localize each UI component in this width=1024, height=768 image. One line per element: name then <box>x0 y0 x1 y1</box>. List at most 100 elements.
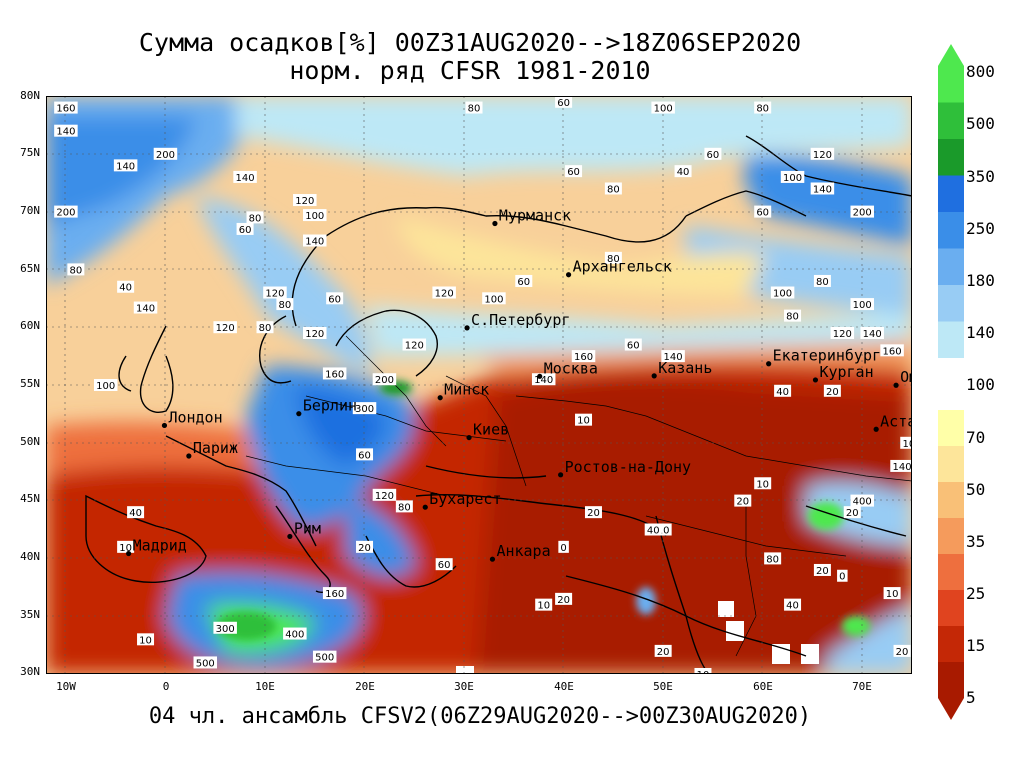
colorbar-swatch-wet <box>938 66 964 103</box>
city-marker: Казань <box>651 359 712 379</box>
contour-value-label: 60 <box>555 96 573 109</box>
contour-value-label: 60 <box>624 338 642 352</box>
city-name: С.Петербург <box>471 311 570 329</box>
svg-text:120: 120 <box>375 491 394 502</box>
lon-label: 40E <box>554 680 574 693</box>
city-marker: Анкара <box>489 542 551 562</box>
contour-value-label: 80 <box>465 101 483 115</box>
svg-text:100: 100 <box>773 289 792 300</box>
colorbar-label: 140 <box>966 323 995 342</box>
svg-text:80: 80 <box>279 300 292 311</box>
contour-value-label: 10 <box>117 540 135 554</box>
svg-text:140: 140 <box>305 237 324 248</box>
svg-text:20: 20 <box>557 595 570 606</box>
svg-text:60: 60 <box>707 150 720 161</box>
contour-value-label: 120 <box>830 326 855 340</box>
svg-text:60: 60 <box>358 450 371 461</box>
contour-value-label: 140 <box>303 234 327 248</box>
contour-value-label: 140 <box>113 159 138 172</box>
lat-label: 55N <box>20 377 40 390</box>
svg-text:60: 60 <box>328 294 341 305</box>
contour-value-label: 140 <box>233 170 257 184</box>
city-marker: Париж <box>186 439 238 459</box>
svg-text:10: 10 <box>697 670 710 674</box>
contour-value-label: 60 <box>565 165 583 178</box>
colorbar-swatch-dry <box>938 626 964 662</box>
svg-text:0: 0 <box>839 572 845 583</box>
contour-value-label: 120 <box>432 286 456 300</box>
svg-text:120: 120 <box>405 341 424 352</box>
contour-value-label: 100 <box>303 209 327 222</box>
svg-text:80: 80 <box>259 323 272 334</box>
contour-value-label: 60 <box>435 558 453 571</box>
colorbar-bottom-arrow <box>938 698 964 720</box>
svg-text:120: 120 <box>265 289 284 300</box>
contour-value-label: 140 <box>133 301 158 315</box>
svg-text:140: 140 <box>892 462 911 473</box>
contour-value-label: 80 <box>754 101 772 115</box>
svg-text:500: 500 <box>315 653 334 664</box>
contour-value-label: 10 <box>575 413 593 427</box>
contour-value-label: 10 <box>754 477 772 490</box>
contour-value-label: 80 <box>246 211 264 224</box>
lon-label: 30E <box>454 680 474 693</box>
colorbar-swatch-dry <box>938 590 964 626</box>
svg-text:60: 60 <box>438 560 451 571</box>
colorbar-top-arrow <box>938 44 964 66</box>
city-name: Ростов-на-Дону <box>565 458 691 476</box>
contour-value-label: 120 <box>303 326 327 340</box>
svg-text:80: 80 <box>756 104 769 115</box>
city-name: Екатеринбург <box>773 347 881 365</box>
city-marker: Архангельск <box>565 258 672 278</box>
contour-value-label: 500 <box>193 656 218 669</box>
city-dot <box>558 472 564 478</box>
colorbar-label: 180 <box>966 271 995 290</box>
contour-value-label: 100 <box>780 170 805 184</box>
contour-value-label: 80 <box>764 552 782 565</box>
contour-value-label: 120 <box>293 194 317 207</box>
svg-text:10: 10 <box>577 416 590 427</box>
colorbar-swatch-wet <box>938 285 964 322</box>
svg-text:60: 60 <box>756 208 769 219</box>
city-name: Рим <box>294 519 321 537</box>
svg-text:300: 300 <box>216 624 235 635</box>
colorbar-label: 250 <box>966 219 995 238</box>
city-dot <box>161 422 168 429</box>
colorbar-label: 800 <box>966 62 995 81</box>
city-dot <box>464 325 470 331</box>
city-marker: Бухарест <box>422 490 501 510</box>
svg-text:20: 20 <box>358 543 371 554</box>
contour-value-label: 80 <box>276 298 294 311</box>
contour-value-label: 140 <box>860 326 884 340</box>
svg-text:200: 200 <box>56 208 75 219</box>
svg-text:80: 80 <box>468 104 481 115</box>
contour-value-label: 20 <box>734 494 752 508</box>
contour-value-label: 60 <box>515 274 533 288</box>
contour-value-label: 160 <box>880 344 904 357</box>
svg-text:120: 120 <box>833 329 852 340</box>
contour-value-label: 20 <box>813 563 831 577</box>
city-dot <box>422 504 428 510</box>
contour-value-label: 100 <box>93 379 118 392</box>
city-name: Москва <box>544 359 598 377</box>
city-name: Берлин <box>303 397 357 415</box>
city-dot <box>466 434 472 441</box>
city-marker: Курган <box>812 363 874 383</box>
svg-text:80: 80 <box>398 502 411 513</box>
city-name: Архангельск <box>573 258 672 276</box>
city-dot <box>489 556 496 562</box>
lon-label: 10W <box>56 680 76 693</box>
svg-text:140: 140 <box>863 329 882 340</box>
svg-text:60: 60 <box>627 341 640 352</box>
svg-text:40: 40 <box>776 387 789 398</box>
contour-value-label: 300 <box>213 621 237 635</box>
contour-value-label: 80 <box>784 309 802 323</box>
colorbar-swatch-dry <box>938 482 964 518</box>
lat-label: 45N <box>20 492 40 505</box>
contour-value-label: 200 <box>850 205 874 219</box>
city-marker: Мурманск <box>492 207 571 227</box>
contour-value-label: 10 <box>137 633 155 646</box>
city-marker: Лондон <box>161 408 223 429</box>
svg-text:80: 80 <box>816 277 829 288</box>
colorbar-swatch-wet <box>938 248 964 285</box>
